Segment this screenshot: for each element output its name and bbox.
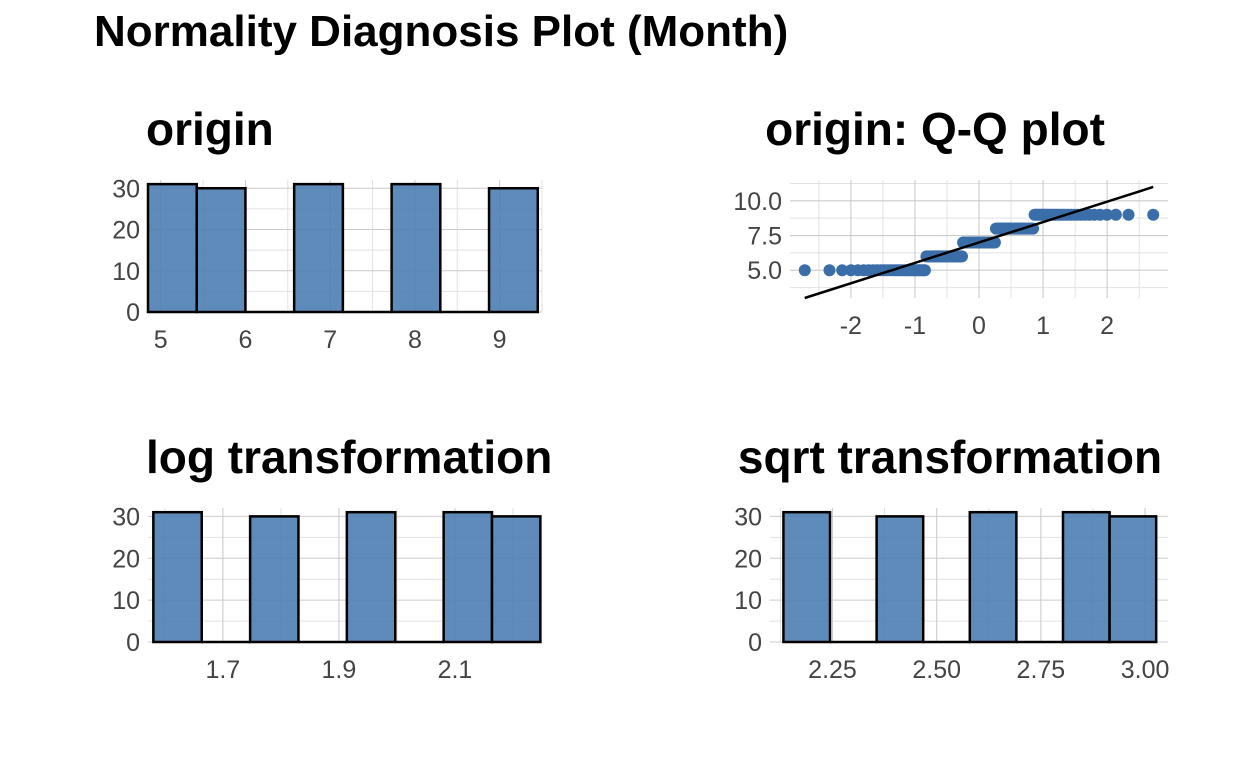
- x-tick-label: 3.00: [1121, 656, 1170, 684]
- y-tick-label: 30: [734, 503, 762, 531]
- y-tick-label: 20: [112, 545, 140, 573]
- qq-point: [798, 264, 811, 277]
- histogram-bar: [195, 187, 247, 314]
- histogram-bar: [968, 510, 1018, 644]
- panel-3: log transformation 1.7 1.9 2.1 0 10 20 30: [112, 431, 552, 684]
- y-tick-label: 10.0: [733, 188, 782, 216]
- qq-point: [1109, 208, 1122, 221]
- histogram-bar: [875, 515, 925, 644]
- x-tick-label: 2: [1100, 312, 1114, 340]
- histogram-bar: [1061, 510, 1111, 644]
- qq-point: [918, 264, 931, 277]
- y-tick-label: 0: [748, 629, 762, 657]
- histogram-bar: [487, 187, 540, 314]
- y-tick-label: 30: [112, 175, 140, 203]
- x-tick-label: 1.9: [322, 656, 357, 684]
- histogram-bar: [248, 515, 300, 644]
- x-tick-label: 8: [408, 326, 422, 354]
- qq-point: [823, 264, 836, 277]
- x-tick-label: 2.75: [1017, 656, 1066, 684]
- x-tick-label: 1.7: [205, 656, 240, 684]
- y-tick-label: 0: [126, 299, 140, 327]
- x-tick-label: -1: [904, 312, 926, 340]
- histogram-bar: [442, 510, 494, 644]
- panel-title: origin: [146, 103, 274, 155]
- y-tick-label: 20: [734, 545, 762, 573]
- qq-point: [1122, 208, 1135, 221]
- x-tick-label: 7: [323, 326, 337, 354]
- histogram-bar: [146, 182, 198, 314]
- x-tick-label: 0: [972, 312, 986, 340]
- qq-reference-line: [804, 185, 1154, 300]
- qq-point: [1147, 208, 1160, 221]
- panel-1: origin 5 6 7 8 9 0 10 20 30: [112, 103, 543, 354]
- x-tick-label: 1: [1036, 312, 1050, 340]
- y-tick-label: 30: [112, 503, 140, 531]
- x-tick-label: 9: [493, 326, 507, 354]
- y-tick-label: 5.0: [747, 257, 782, 285]
- y-tick-label: 7.5: [747, 223, 782, 251]
- qq-point: [1100, 208, 1113, 221]
- x-tick-label: 6: [238, 326, 252, 354]
- y-tick-label: 10: [112, 258, 140, 286]
- panel-title: log transformation: [146, 431, 552, 483]
- histogram-bar: [490, 515, 542, 644]
- y-tick-label: 20: [112, 217, 140, 245]
- panel-title: origin: Q-Q plot: [765, 103, 1105, 155]
- x-tick-label: 5: [154, 326, 168, 354]
- histogram-bar: [292, 182, 345, 314]
- histogram-bar: [1108, 515, 1158, 644]
- panel-title: sqrt transformation: [738, 431, 1162, 483]
- histogram-bar: [345, 510, 397, 644]
- y-tick-label: 10: [734, 587, 762, 615]
- histogram-bar: [782, 510, 832, 644]
- qq-point: [836, 264, 849, 277]
- x-tick-label: -2: [840, 312, 862, 340]
- histogram-bar: [390, 182, 442, 314]
- x-tick-label: 2.50: [912, 656, 961, 684]
- x-tick-label: 2.25: [808, 656, 857, 684]
- y-tick-label: 10: [112, 587, 140, 615]
- panel-4: sqrt transformation 2.25 2.50 2.75 3.00 0 10 20…: [734, 431, 1169, 684]
- x-tick-label: 2.1: [438, 656, 473, 684]
- figure-title: Normality Diagnosis Plot (Month): [94, 7, 788, 56]
- y-tick-label: 0: [126, 629, 140, 657]
- histogram-bar: [152, 510, 203, 644]
- qq-point: [956, 250, 969, 263]
- panel-2: origin: Q-Q plot -2 -1 0 1 2 5.0 7.5 10.0: [733, 103, 1168, 340]
